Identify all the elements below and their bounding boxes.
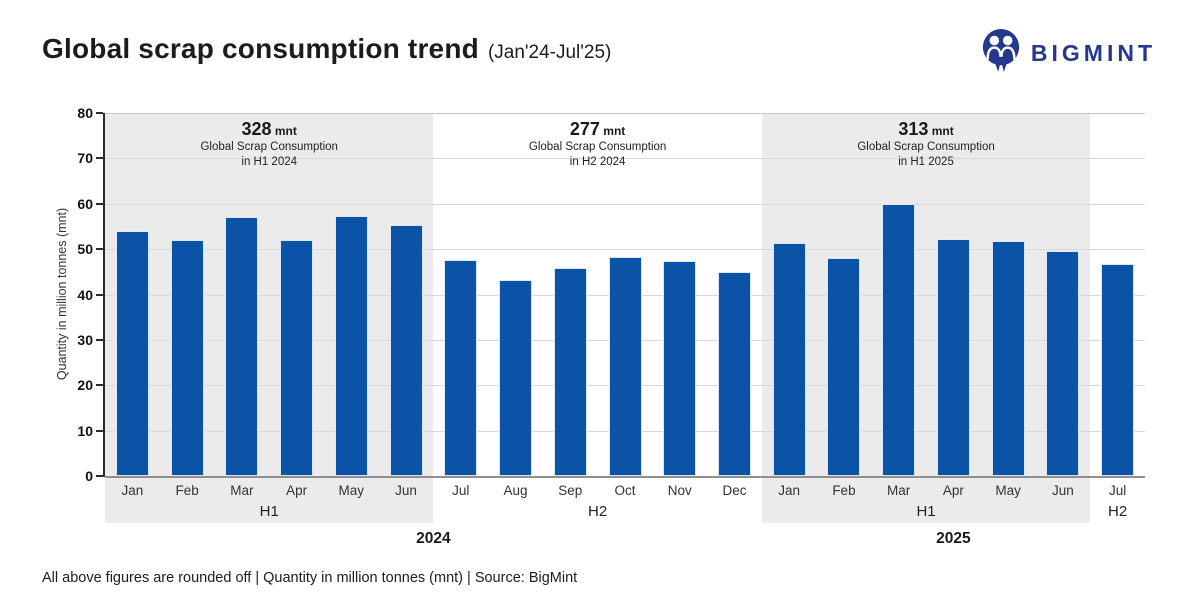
half-label-h1-2024: H1 <box>259 503 279 520</box>
month-label-may-4: May <box>338 483 365 498</box>
gridline-60 <box>105 203 1145 205</box>
bigmint-logo-text: BIGMINT <box>1030 39 1156 66</box>
y-tick-10 <box>96 429 103 432</box>
annotation-value: 313 <box>898 119 929 139</box>
bar-jun-5 <box>389 224 423 476</box>
annotation-h1-2025: 313 mnt Global Scrap Consumption in H1 202… <box>762 119 1090 169</box>
gridline-70 <box>105 158 1145 160</box>
bar-apr-15 <box>936 239 970 476</box>
y-tick-20 <box>96 384 103 387</box>
bar-mar-14 <box>882 203 916 476</box>
bar-nov-10 <box>663 260 697 476</box>
year-label-2025: 2025 <box>936 530 971 547</box>
bar-sep-8 <box>553 268 587 476</box>
annotation-value: 277 <box>569 119 600 139</box>
page-title: Global scrap consumption trend <box>42 33 479 64</box>
month-label-jan-12: Jan <box>778 483 801 498</box>
half-label-h1-2025: H1 <box>916 503 936 520</box>
annotation-line2: in H2 2024 <box>569 155 626 168</box>
bar-apr-3 <box>280 240 314 476</box>
y-tick-label-20: 20 <box>77 377 93 394</box>
month-label-jul-18: Jul <box>1108 483 1127 498</box>
bar-feb-13 <box>827 258 861 476</box>
month-label-apr-15: Apr <box>942 483 964 498</box>
half-label-h2-2025: H2 <box>1108 503 1128 520</box>
plot-top-border <box>105 113 1145 114</box>
y-tick-label-40: 40 <box>77 286 93 303</box>
bar-jan-0 <box>115 230 149 476</box>
bar-jul-18 <box>1101 263 1135 476</box>
annotation-total: 277 mnt <box>433 119 761 140</box>
annotation-line1: Global Scrap Consumption <box>528 141 667 153</box>
half-label-h2-2024: H2 <box>588 503 608 520</box>
month-label-jul-6: Jul <box>452 483 470 498</box>
bar-jan-12 <box>772 243 806 476</box>
month-label-jun-17: Jun <box>1051 483 1074 498</box>
y-tick-50 <box>96 248 103 251</box>
annotation-line1: Global Scrap Consumption <box>200 141 338 153</box>
bar-may-4 <box>334 215 368 476</box>
y-tick-30 <box>96 338 103 341</box>
y-tick-0 <box>96 475 103 477</box>
bigmint-logo-icon <box>980 27 1022 79</box>
gridline-50 <box>105 249 1145 251</box>
bar-mar-2 <box>225 217 259 476</box>
x-axis-line <box>105 476 1145 478</box>
month-label-jan-0: Jan <box>121 483 144 498</box>
annotation-unit: mnt <box>599 124 626 138</box>
annotation-h1-2024: 328 mnt Global Scrap Consumption in H1 202… <box>105 119 433 169</box>
y-tick-label-60: 60 <box>77 195 93 212</box>
annotation-line2: in H1 2024 <box>241 155 298 168</box>
header: Global scrap consumption trend (Jan'24-J… <box>42 33 611 65</box>
annotation-line1: Global Scrap Consumption <box>857 141 995 153</box>
annotation-line2: in H1 2025 <box>898 155 954 168</box>
month-label-feb-13: Feb <box>832 483 856 498</box>
month-label-mar-14: Mar <box>887 483 911 498</box>
month-label-mar-2: Mar <box>230 483 254 498</box>
annotation-total: 313 mnt <box>762 119 1090 140</box>
y-tick-label-80: 80 <box>77 105 93 121</box>
y-tick-70 <box>96 157 103 160</box>
bigmint-logo: BIGMINT <box>980 27 1156 79</box>
y-tick-60 <box>96 202 103 205</box>
y-tick-40 <box>96 293 103 296</box>
bar-aug-7 <box>499 280 533 476</box>
bar-may-16 <box>991 240 1025 476</box>
bar-oct-9 <box>608 257 642 476</box>
month-label-nov-10: Nov <box>667 483 692 498</box>
page-subtitle: (Jan'24-Jul'25) <box>487 42 612 63</box>
bar-jul-6 <box>444 260 478 476</box>
annotation-unit: mnt <box>271 124 297 138</box>
annotation-h2-2024: 277 mnt Global Scrap Consumption in H2 202… <box>433 119 761 169</box>
y-tick-label-0: 0 <box>85 468 93 484</box>
annotation-unit: mnt <box>928 124 954 138</box>
year-label-2024: 2024 <box>416 530 451 547</box>
y-axis-line <box>103 113 105 477</box>
month-label-feb-1: Feb <box>175 483 199 498</box>
month-label-oct-9: Oct <box>614 483 636 498</box>
month-label-apr-3: Apr <box>286 483 308 498</box>
half-year-band-h1-2025 <box>761 113 1091 523</box>
annotation-value: 328 <box>241 119 272 139</box>
y-tick-label-50: 50 <box>77 241 93 258</box>
bar-jun-17 <box>1046 250 1080 476</box>
month-label-may-16: May <box>995 483 1021 498</box>
annotation-total: 328 mnt <box>105 119 433 140</box>
month-label-jun-5: Jun <box>395 483 417 498</box>
y-tick-label-10: 10 <box>77 422 93 439</box>
month-label-sep-8: Sep <box>558 483 583 498</box>
y-tick-label-70: 70 <box>77 150 93 167</box>
bar-feb-1 <box>170 240 204 476</box>
month-label-dec-11: Dec <box>722 483 747 498</box>
footer-note: All above figures are rounded off | Quan… <box>42 570 578 586</box>
bar-dec-11 <box>717 272 751 476</box>
y-tick-label-30: 30 <box>77 331 93 348</box>
half-year-band-h1-2024 <box>105 113 434 523</box>
month-label-aug-7: Aug <box>503 483 528 498</box>
y-tick-80 <box>96 112 103 114</box>
